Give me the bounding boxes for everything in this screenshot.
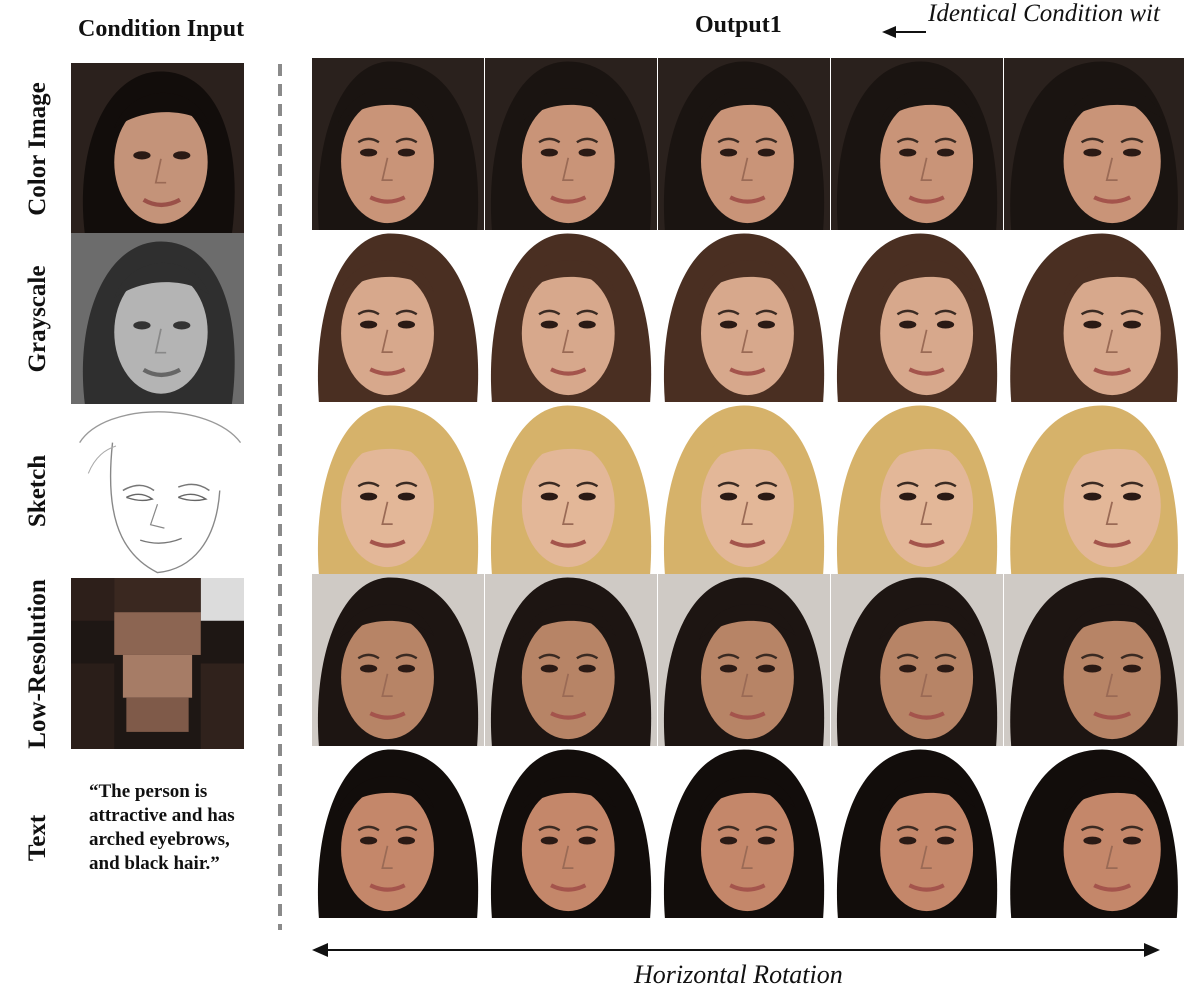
generated-face-image bbox=[658, 746, 830, 918]
generated-face-image bbox=[1004, 746, 1184, 918]
identical-condition-label: Identical Condition wit bbox=[928, 0, 1160, 27]
generated-face-image bbox=[1004, 230, 1184, 402]
row-label-text: Text bbox=[24, 814, 51, 862]
condition-color-image bbox=[71, 63, 244, 234]
generated-face-image bbox=[485, 746, 657, 918]
generated-face-image bbox=[831, 746, 1003, 918]
condition-grayscale-image bbox=[71, 233, 244, 404]
double-headed-arrow-icon bbox=[312, 943, 1160, 957]
generated-face-image bbox=[1004, 402, 1184, 574]
condition-input-title: Condition Input bbox=[78, 16, 245, 42]
generated-face-image bbox=[658, 230, 830, 402]
generated-face-image bbox=[485, 402, 657, 574]
generated-face-image bbox=[312, 230, 484, 402]
row-label-grayscale: Grayscale bbox=[24, 265, 51, 372]
generated-face-image bbox=[1004, 574, 1184, 746]
text-condition-quote: “The person is attractive and has arched… bbox=[89, 781, 235, 874]
row-label-low-resolution: Low-Resolution bbox=[24, 579, 51, 749]
generated-face-image bbox=[312, 402, 484, 574]
generated-face-image bbox=[831, 402, 1003, 574]
generated-face-image bbox=[831, 58, 1003, 230]
generated-face-image bbox=[485, 574, 657, 746]
horizontal-rotation-label: Horizontal Rotation bbox=[634, 960, 843, 989]
generated-face-image bbox=[658, 574, 830, 746]
generated-face-image bbox=[831, 230, 1003, 402]
output-title: Output1 bbox=[695, 12, 782, 38]
generated-face-image bbox=[658, 402, 830, 574]
dashed-separator bbox=[278, 64, 282, 930]
condition-low-resolution-image bbox=[71, 578, 244, 749]
row-label-sketch: Sketch bbox=[24, 454, 51, 528]
generated-face-image bbox=[1004, 58, 1184, 230]
generated-face-image bbox=[312, 574, 484, 746]
generated-face-image bbox=[485, 230, 657, 402]
generated-face-image bbox=[312, 58, 484, 230]
generated-face-image bbox=[485, 58, 657, 230]
generated-face-image bbox=[831, 574, 1003, 746]
left-arrow-icon bbox=[882, 26, 926, 38]
row-label-color-image: Color Image bbox=[24, 81, 51, 216]
condition-sketch-image bbox=[71, 405, 244, 576]
generated-face-image bbox=[658, 58, 830, 230]
generated-face-image bbox=[312, 746, 484, 918]
